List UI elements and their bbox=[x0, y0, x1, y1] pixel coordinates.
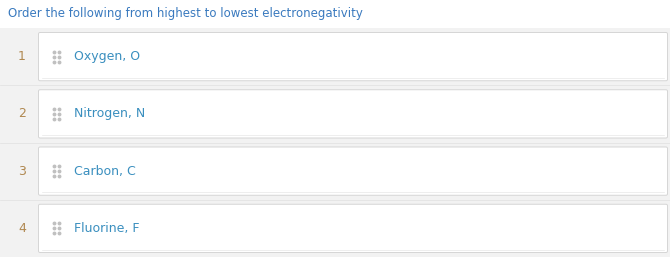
FancyBboxPatch shape bbox=[38, 204, 667, 252]
Text: Order the following from highest to lowest electronegativity: Order the following from highest to lowe… bbox=[8, 7, 363, 21]
Bar bbox=[0, 0, 670, 28]
Bar bbox=[0, 85, 670, 142]
Text: 3: 3 bbox=[18, 165, 26, 178]
Text: Oxygen, O: Oxygen, O bbox=[74, 50, 140, 63]
Text: 1: 1 bbox=[18, 50, 26, 63]
Bar bbox=[0, 142, 670, 200]
Text: 4: 4 bbox=[18, 222, 26, 235]
Text: Nitrogen, N: Nitrogen, N bbox=[74, 107, 145, 120]
FancyBboxPatch shape bbox=[38, 90, 667, 138]
Text: 2: 2 bbox=[18, 107, 26, 120]
Text: Fluorine, F: Fluorine, F bbox=[74, 222, 139, 235]
Bar bbox=[0, 28, 670, 85]
FancyBboxPatch shape bbox=[38, 147, 667, 195]
Bar bbox=[0, 200, 670, 257]
Text: Carbon, C: Carbon, C bbox=[74, 165, 136, 178]
FancyBboxPatch shape bbox=[38, 32, 667, 81]
